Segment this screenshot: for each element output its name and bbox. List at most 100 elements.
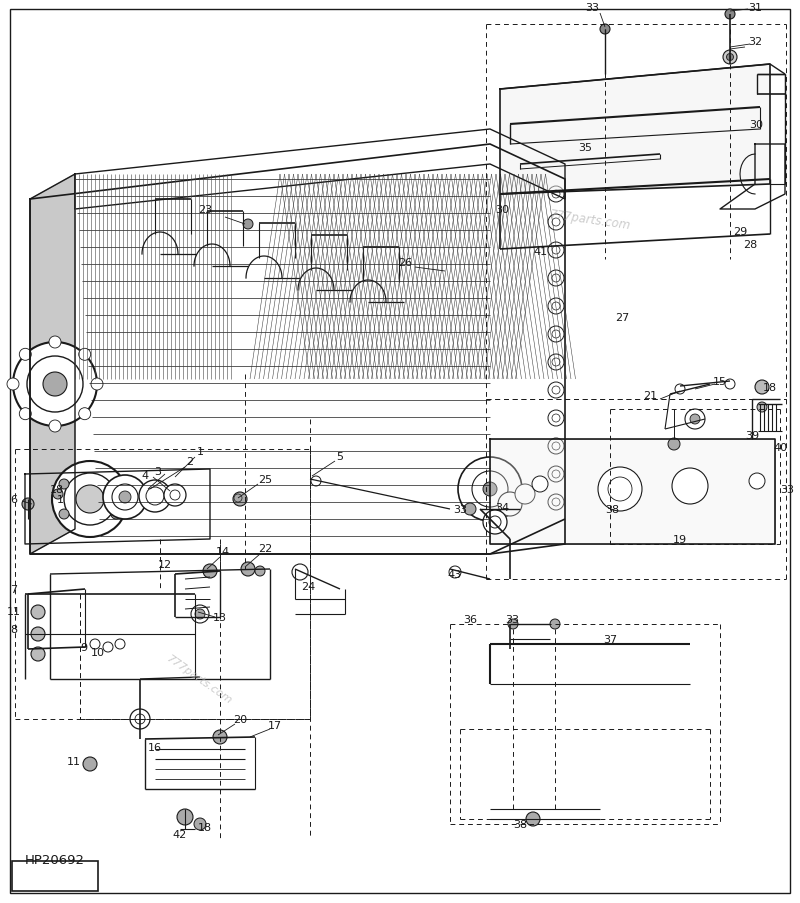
Text: 3: 3 (154, 467, 162, 477)
Text: 22: 22 (258, 544, 272, 554)
Circle shape (59, 509, 69, 519)
Circle shape (548, 439, 564, 454)
Text: 2: 2 (186, 457, 194, 467)
Circle shape (22, 498, 34, 510)
Circle shape (27, 357, 83, 413)
Text: 5: 5 (337, 452, 343, 461)
Text: 30: 30 (749, 120, 763, 130)
Text: 38: 38 (513, 819, 527, 829)
Text: HP20692: HP20692 (25, 853, 85, 867)
Text: 38: 38 (605, 505, 619, 515)
Circle shape (608, 478, 632, 501)
Circle shape (498, 492, 522, 517)
Circle shape (59, 479, 69, 489)
Text: 6: 6 (10, 495, 18, 505)
Circle shape (49, 421, 61, 433)
Circle shape (103, 476, 147, 519)
Circle shape (241, 563, 255, 576)
Circle shape (668, 439, 680, 451)
Circle shape (552, 247, 560, 255)
Circle shape (78, 349, 90, 361)
Circle shape (672, 469, 708, 505)
Circle shape (170, 490, 180, 500)
Circle shape (64, 473, 116, 526)
Text: 18: 18 (50, 485, 64, 495)
Text: 10: 10 (91, 647, 105, 657)
Circle shape (53, 489, 63, 499)
Text: 37: 37 (603, 634, 617, 644)
Text: 41: 41 (533, 247, 547, 256)
Circle shape (130, 709, 150, 730)
Text: 20: 20 (233, 714, 247, 724)
Circle shape (526, 812, 540, 826)
Circle shape (49, 337, 61, 349)
Text: 27: 27 (615, 312, 629, 322)
Circle shape (243, 219, 253, 229)
Circle shape (164, 485, 186, 507)
Text: 777parts.com: 777parts.com (166, 653, 234, 705)
Text: 8: 8 (10, 624, 18, 634)
Text: 42: 42 (173, 829, 187, 839)
Circle shape (78, 408, 90, 420)
Circle shape (548, 299, 564, 314)
Circle shape (552, 358, 560, 367)
Text: 21: 21 (643, 391, 657, 401)
Circle shape (91, 378, 103, 391)
Circle shape (191, 605, 209, 623)
Circle shape (757, 403, 767, 413)
Circle shape (548, 467, 564, 482)
Circle shape (103, 642, 113, 652)
Circle shape (685, 410, 705, 430)
Circle shape (139, 480, 171, 512)
Text: 13: 13 (213, 612, 227, 622)
Text: 33: 33 (780, 485, 794, 495)
Circle shape (146, 488, 164, 506)
Circle shape (749, 473, 765, 489)
Circle shape (213, 731, 227, 744)
Circle shape (675, 385, 685, 395)
Circle shape (552, 442, 560, 451)
Text: 29: 29 (733, 227, 747, 237)
Circle shape (548, 243, 564, 259)
Circle shape (483, 510, 507, 535)
Circle shape (552, 219, 560, 227)
Circle shape (13, 342, 97, 426)
Circle shape (600, 25, 610, 35)
Circle shape (19, 349, 31, 361)
Text: 23: 23 (198, 205, 212, 215)
Text: 33: 33 (453, 505, 467, 515)
Circle shape (31, 628, 45, 641)
Circle shape (548, 187, 564, 203)
Circle shape (194, 818, 206, 830)
Circle shape (195, 610, 205, 619)
Circle shape (725, 379, 735, 389)
Text: 43: 43 (448, 570, 462, 580)
Circle shape (598, 468, 642, 511)
Text: 18: 18 (198, 822, 212, 832)
Circle shape (115, 639, 125, 649)
Polygon shape (500, 65, 770, 195)
Circle shape (726, 54, 734, 61)
Circle shape (548, 383, 564, 398)
Text: 39: 39 (745, 431, 759, 441)
Text: 28: 28 (743, 239, 757, 250)
Text: 35: 35 (578, 143, 592, 153)
Circle shape (111, 479, 121, 489)
Circle shape (755, 380, 769, 395)
Circle shape (548, 411, 564, 426)
Text: 19: 19 (673, 535, 687, 545)
Text: 4: 4 (142, 470, 149, 480)
Circle shape (31, 605, 45, 619)
Text: 14: 14 (216, 546, 230, 556)
Circle shape (472, 471, 508, 507)
Circle shape (449, 566, 461, 578)
Text: 9: 9 (81, 642, 87, 652)
Circle shape (83, 757, 97, 771)
Text: 16: 16 (148, 742, 162, 752)
Text: 26: 26 (398, 257, 412, 267)
Circle shape (548, 355, 564, 370)
Text: 33: 33 (585, 3, 599, 13)
Text: 40: 40 (773, 442, 787, 452)
Circle shape (292, 564, 308, 581)
Circle shape (76, 486, 104, 514)
